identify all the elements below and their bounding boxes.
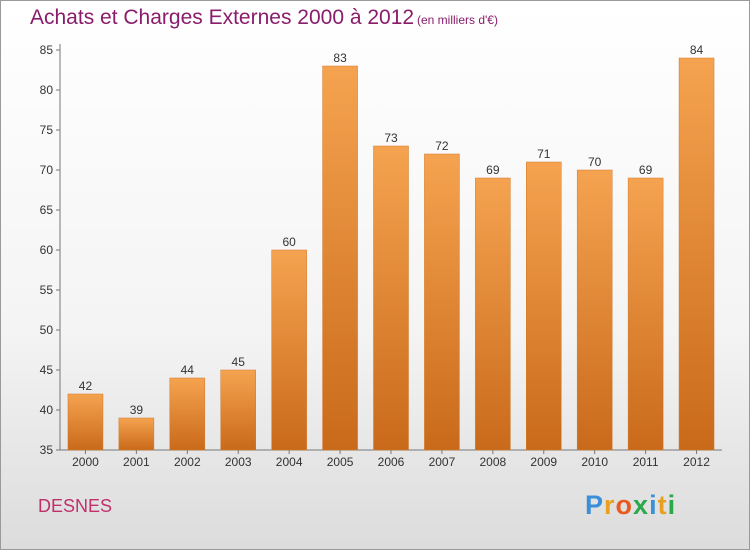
x-tick-label: 2006 — [378, 455, 405, 469]
bar-value-label: 72 — [435, 139, 449, 153]
bar-value-label: 39 — [130, 403, 144, 417]
bar-value-label: 44 — [181, 363, 195, 377]
bar-value-label: 71 — [537, 147, 551, 161]
x-tick-label: 2000 — [72, 455, 99, 469]
bar-2008 — [475, 177, 511, 451]
city-name: DESNES — [38, 496, 113, 516]
x-tick-label: 2002 — [174, 455, 201, 469]
bar-2005 — [322, 65, 358, 451]
y-tick-label: 40 — [40, 403, 54, 417]
logo-letter: t — [657, 490, 668, 520]
y-tick-label: 75 — [40, 123, 54, 137]
bar-2004 — [271, 249, 307, 451]
chart-title: Achats et Charges Externes 2000 à 2012 — [30, 6, 415, 29]
y-tick-label: 50 — [40, 323, 54, 337]
y-tick-label: 60 — [40, 243, 54, 257]
chart-labels: 42 39 44 45 60 83 73 72 69 71 70 69 84 — [79, 43, 704, 417]
x-tick-label: 2009 — [530, 455, 557, 469]
chart-subtitle: (en milliers d'€) — [417, 13, 498, 27]
bar-value-label: 42 — [79, 379, 93, 393]
x-tick-label: 2011 — [633, 455, 659, 469]
bar-value-label: 69 — [639, 163, 653, 177]
logo-letter: i — [667, 490, 677, 520]
bar-2006 — [373, 145, 409, 451]
x-tick-label: 2005 — [327, 455, 354, 469]
chart-bars — [67, 57, 715, 451]
x-tick-label: 2004 — [276, 455, 303, 469]
bar-2011 — [627, 177, 664, 451]
chart-axes: 35 40 45 50 55 60 65 70 75 80 85 2000 2001 2002 2003 20… — [40, 43, 722, 469]
bar-2003 — [220, 369, 256, 451]
bar-2012 — [678, 57, 715, 451]
bar-value-label: 70 — [588, 155, 602, 169]
bar-2010 — [576, 169, 613, 451]
bar-2007 — [424, 153, 460, 451]
y-tick-label: 45 — [40, 363, 54, 377]
logo-letter: x — [633, 490, 650, 520]
y-tick-label: 35 — [40, 443, 54, 457]
x-tick-label: 2008 — [479, 455, 506, 469]
x-tick-label: 2003 — [225, 455, 252, 469]
bar-value-label: 84 — [690, 43, 704, 57]
proxiti-logo[interactable]: Proxiti — [585, 490, 676, 521]
x-tick-label: 2007 — [429, 455, 456, 469]
y-tick-label: 70 — [40, 163, 54, 177]
bar-value-label: 69 — [486, 163, 500, 177]
bar-value-label: 73 — [384, 131, 398, 145]
logo-letter: r — [604, 490, 616, 520]
y-tick-label: 55 — [40, 283, 54, 297]
logo-letter: o — [615, 490, 634, 520]
bar-2009 — [526, 161, 562, 451]
bar-value-label: 83 — [333, 51, 347, 65]
bar-2002 — [169, 377, 206, 451]
x-tick-label: 2012 — [683, 455, 710, 469]
logo-letter: i — [649, 490, 658, 520]
y-tick-label: 65 — [40, 203, 54, 217]
bar-value-label: 60 — [282, 235, 296, 249]
y-tick-label: 80 — [40, 83, 54, 97]
bar-2000 — [67, 393, 104, 451]
logo-letter: P — [585, 490, 605, 520]
bar-2001 — [118, 417, 155, 451]
x-tick-label: 2010 — [581, 455, 608, 469]
bar-value-label: 45 — [232, 355, 246, 369]
x-tick-label: 2001 — [123, 455, 150, 469]
y-tick-label: 85 — [40, 43, 54, 57]
